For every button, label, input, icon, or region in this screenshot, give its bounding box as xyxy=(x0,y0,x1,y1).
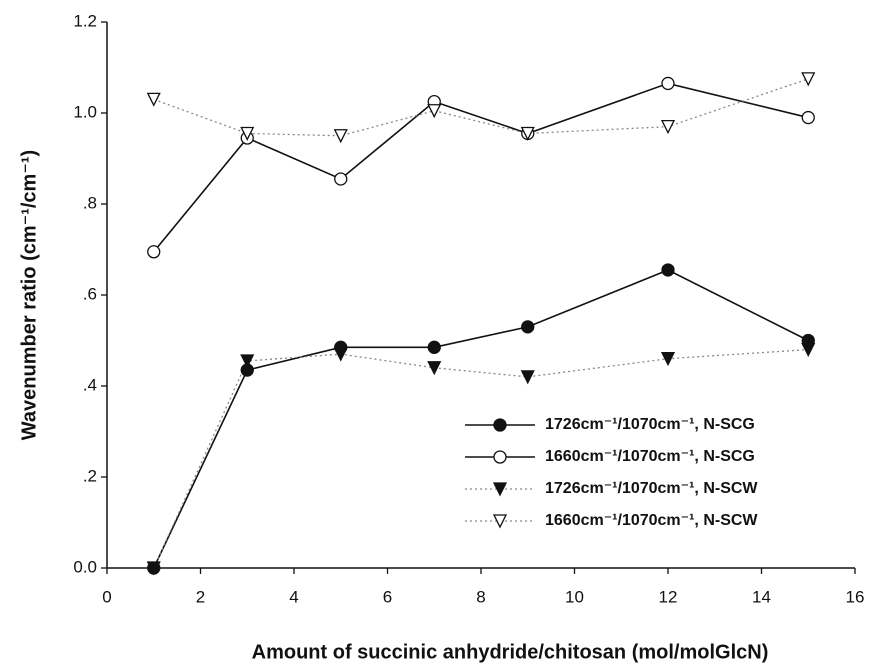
x-tick-label: 0 xyxy=(102,587,111,606)
marker xyxy=(146,92,161,107)
y-tick-label: 0.0 xyxy=(73,557,97,576)
marker xyxy=(334,172,348,186)
legend-marker xyxy=(492,514,508,529)
marker xyxy=(801,110,815,125)
marker xyxy=(147,245,161,259)
y-tick-label: .6 xyxy=(83,284,97,303)
x-tick-label: 14 xyxy=(752,587,771,606)
series-line xyxy=(153,82,809,253)
legend-text: 1660cm⁻¹/1070cm⁻¹, N-SCG xyxy=(545,448,755,465)
marker xyxy=(520,126,535,141)
marker xyxy=(240,126,255,141)
marker xyxy=(427,361,442,376)
marker xyxy=(333,347,348,362)
x-tick-label: 6 xyxy=(383,587,392,606)
x-tick-label: 8 xyxy=(476,587,485,606)
x-tick-label: 16 xyxy=(846,587,865,606)
x-tick-label: 2 xyxy=(196,587,205,606)
y-tick-label: .8 xyxy=(83,193,97,212)
y-tick-label: 1.0 xyxy=(73,102,97,121)
x-tick-label: 4 xyxy=(289,587,298,606)
marker xyxy=(333,129,348,144)
x-tick-label: 10 xyxy=(565,587,584,606)
legend-marker xyxy=(493,450,507,464)
marker xyxy=(801,342,816,358)
legend-marker xyxy=(492,482,508,497)
legend-text: 1726cm⁻¹/1070cm⁻¹, N-SCW xyxy=(545,480,758,497)
y-axis-title: Wavenumber ratio (cm⁻¹/cm⁻¹) xyxy=(18,150,40,440)
legend-marker xyxy=(493,418,507,432)
y-tick-label: 1.2 xyxy=(73,11,97,30)
y-tick-label: .4 xyxy=(83,375,97,394)
marker xyxy=(146,561,161,576)
marker xyxy=(520,370,535,385)
marker xyxy=(661,76,675,91)
marker xyxy=(427,104,442,119)
x-tick-label: 12 xyxy=(659,587,678,606)
legend-text: 1660cm⁻¹/1070cm⁻¹, N-SCW xyxy=(545,512,758,529)
x-axis-title: Amount of succinic anhydride/chitosan (m… xyxy=(252,641,769,663)
marker xyxy=(801,72,816,87)
marker xyxy=(661,263,675,277)
marker xyxy=(240,354,255,369)
y-tick-label: .2 xyxy=(83,466,97,485)
legend-text: 1726cm⁻¹/1070cm⁻¹, N-SCG xyxy=(545,416,755,433)
marker xyxy=(427,340,441,354)
marker xyxy=(660,352,676,367)
marker xyxy=(521,320,535,334)
marker xyxy=(660,120,676,135)
